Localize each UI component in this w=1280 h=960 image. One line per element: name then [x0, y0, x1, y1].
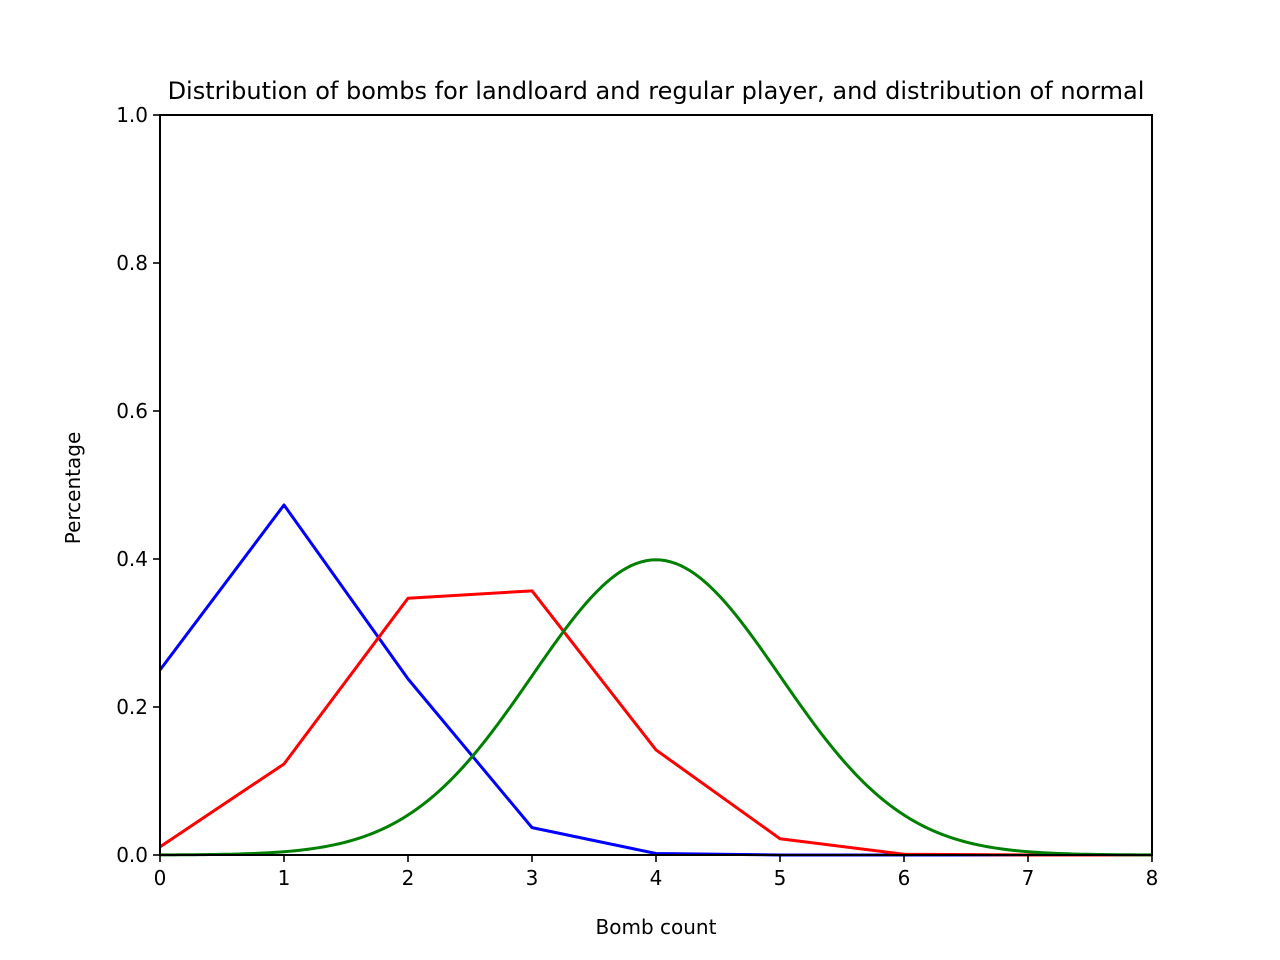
x-tick-label-3: 3 [526, 866, 539, 890]
y-tick-label-3: 0.6 [116, 399, 148, 423]
ticks-layer: 0 1 2 3 4 5 6 7 8 0.0 0.2 0.4 0.6 0.8 1.0 [116, 103, 1158, 890]
series-line-0 [158, 503, 1152, 857]
y-axis-label: Percentage [61, 432, 85, 545]
x-tick-label-7: 7 [1022, 866, 1035, 890]
y-tick-label-0: 0.0 [116, 843, 148, 867]
series-line-1 [159, 589, 1152, 857]
chart-title: Distribution of bombs for landloard and … [168, 77, 1145, 105]
x-tick-label-2: 2 [402, 866, 415, 890]
y-tick-label-4: 0.8 [116, 251, 148, 275]
y-tick-label-5: 1.0 [116, 103, 148, 127]
x-tick-label-0: 0 [154, 866, 167, 890]
x-tick-label-5: 5 [774, 866, 787, 890]
x-axis-label: Bomb count [596, 915, 717, 939]
x-tick-label-6: 6 [898, 866, 911, 890]
series-line-2 [159, 558, 1153, 857]
plot-frame [159, 114, 1153, 856]
x-tick-label-8: 8 [1146, 866, 1159, 890]
series-layer [158, 503, 1153, 857]
x-tick-label-1: 1 [278, 866, 291, 890]
x-tick-label-4: 4 [650, 866, 663, 890]
y-tick-label-1: 0.2 [116, 695, 148, 719]
y-tick-label-2: 0.4 [116, 547, 148, 571]
